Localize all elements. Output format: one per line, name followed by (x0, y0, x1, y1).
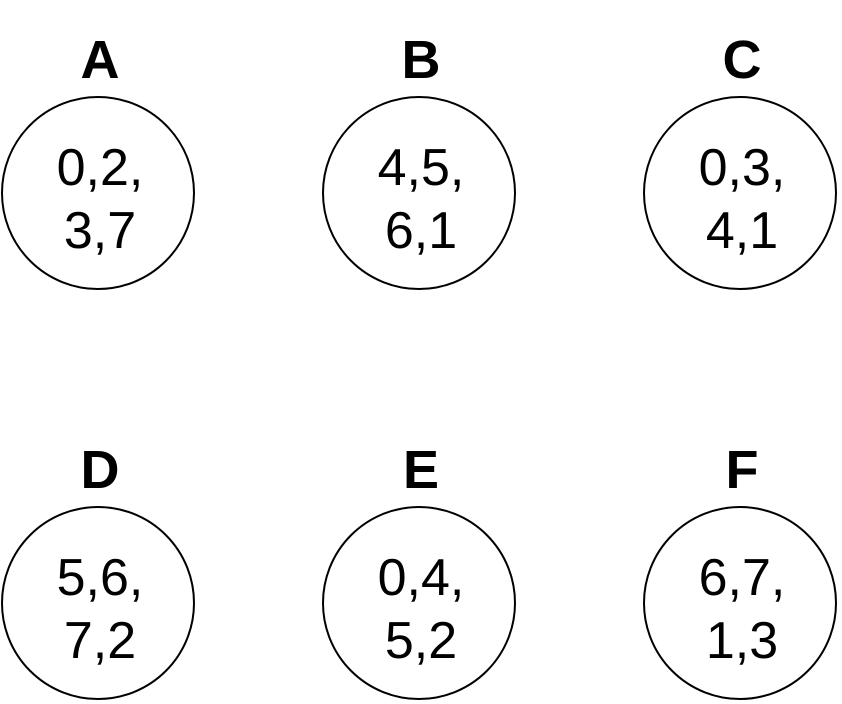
node-e-values-line2: 5,2 (384, 612, 458, 670)
node-c-circle (643, 96, 837, 290)
node-a-letter: A (80, 30, 120, 90)
node-b-circle (322, 96, 516, 290)
node-a-values-line1: 0,2, (56, 139, 144, 197)
node-b-values-line1: 4,5, (377, 139, 465, 197)
node-c-values-line2: 4,1 (705, 202, 779, 260)
node-a-values-line2: 3,7 (63, 202, 137, 260)
node-b-letter: B (401, 30, 441, 90)
node-a-circle (1, 96, 195, 290)
node-c-values-line1: 0,3, (698, 139, 786, 197)
node-d-letter: D (80, 440, 120, 500)
node-d-circle (1, 506, 195, 700)
node-e-values-line1: 0,4, (377, 549, 465, 607)
node-d-values-line1: 5,6, (56, 549, 144, 607)
node-f-values-line2: 1,3 (705, 612, 779, 670)
node-c-letter: C (722, 30, 762, 90)
node-f-circle (643, 506, 837, 700)
node-b-values-line2: 6,1 (384, 202, 458, 260)
node-f-letter: F (725, 440, 759, 500)
node-e-letter: E (402, 440, 440, 500)
node-e-circle (322, 506, 516, 700)
node-d-values-line2: 7,2 (63, 612, 137, 670)
node-f-values-line1: 6,7, (698, 549, 786, 607)
